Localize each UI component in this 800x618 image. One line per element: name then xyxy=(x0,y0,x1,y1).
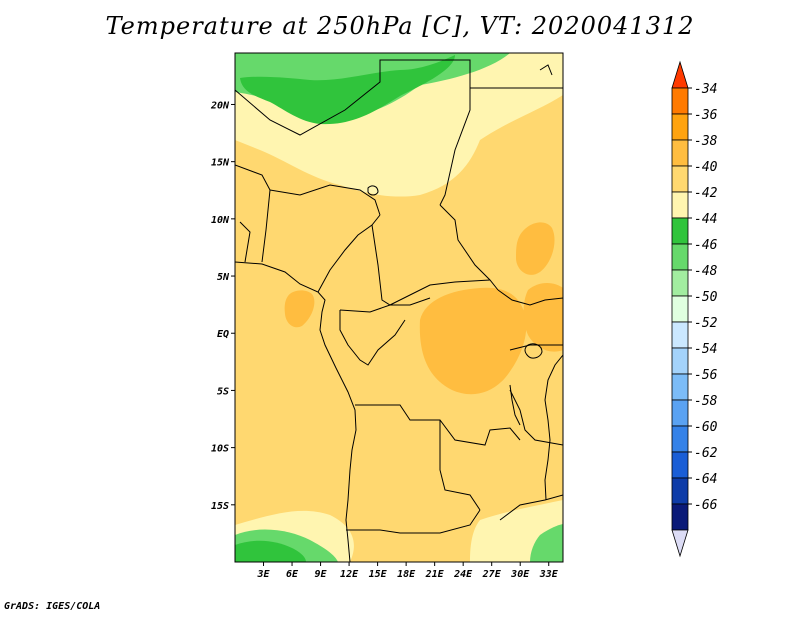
border-chad-east xyxy=(439,204,499,291)
border-car xyxy=(371,224,491,306)
colorbar-top-triangle xyxy=(671,60,689,89)
colorbar-swatch xyxy=(671,191,689,219)
field-patch-38-sudan xyxy=(516,222,555,275)
colorbar-label: -34 xyxy=(694,82,717,97)
border-drc-south xyxy=(355,404,521,446)
colorbar-label: -54 xyxy=(694,342,717,357)
border-west-africa-2 xyxy=(239,221,251,263)
lon-tick-label: 30E xyxy=(510,569,530,580)
field-patch-38-congo xyxy=(419,287,527,395)
colorbar-swatch xyxy=(671,165,689,193)
lat-tick-label: 10N xyxy=(211,215,230,226)
border-east-2 xyxy=(509,344,563,351)
field-band-44-north xyxy=(240,55,455,125)
colorbar-swatch xyxy=(671,139,689,167)
lon-tick-label: 3E xyxy=(256,569,270,580)
colorbar-label: -64 xyxy=(694,472,717,487)
field-patch-38-gulf xyxy=(284,290,315,328)
coastline-west xyxy=(235,261,357,562)
colorbar-swatch xyxy=(671,503,689,531)
colorbar-label: -48 xyxy=(694,264,718,279)
colorbar-swatch xyxy=(671,399,689,427)
field-band-46-southeast xyxy=(530,524,563,562)
colorbar-label: -50 xyxy=(694,290,718,305)
lat-tick-label: 15S xyxy=(211,501,229,512)
lat-tick-label: 5N xyxy=(217,272,230,283)
colorbar-label: -60 xyxy=(694,420,718,435)
border-se xyxy=(499,494,563,521)
lon-tick-label: 6E xyxy=(286,569,299,580)
lon-tick-label: 27E xyxy=(482,569,502,580)
colorbar-label: -46 xyxy=(694,238,718,253)
colorbar-label: -56 xyxy=(694,368,718,383)
lat-tick-label: 15N xyxy=(211,158,230,169)
border-angola-zambia xyxy=(439,420,481,511)
latitude-axis: 20N 15N 10N 5N EQ 5S 10S 15S xyxy=(210,100,235,512)
colorbar-label: -42 xyxy=(694,186,718,201)
lake-victoria xyxy=(524,343,543,359)
colorbar-swatch xyxy=(671,373,689,401)
lon-tick-label: 33E xyxy=(539,569,559,580)
lat-tick-label: 5S xyxy=(217,386,229,397)
colorbar-swatch xyxy=(671,425,689,453)
colorbar-label: -38 xyxy=(694,134,718,149)
colorbar-swatch xyxy=(671,113,689,141)
colorbar-swatch xyxy=(671,451,689,479)
field-patch-38-lakes xyxy=(523,283,563,352)
country-borders xyxy=(235,59,563,562)
temperature-field xyxy=(235,53,563,562)
border-drc-north xyxy=(339,297,431,313)
coastline-east xyxy=(544,354,563,501)
lon-tick-label: 12E xyxy=(340,569,359,580)
border-congo xyxy=(339,310,406,366)
border-namibia xyxy=(346,509,481,534)
lon-tick-label: 18E xyxy=(397,569,416,580)
colorbar-label: -44 xyxy=(694,212,717,227)
colorbar-label: -58 xyxy=(694,394,718,409)
border-nigeria-cameroon xyxy=(317,214,381,293)
colorbar-swatch xyxy=(671,295,689,323)
colorbar-swatch xyxy=(671,321,689,349)
nile-delta-edge xyxy=(539,64,553,76)
colorbar-label: -40 xyxy=(694,160,718,175)
border-sahara xyxy=(235,59,471,206)
colorbar-label: -62 xyxy=(694,446,718,461)
colorbar-label: -52 xyxy=(694,316,718,331)
longitude-axis: 3E 6E 9E 12E 15E 18E 21E 24E 27E 30E 33E xyxy=(256,562,559,580)
border-east-3 xyxy=(509,389,563,446)
grads-credit: GrADS: IGES/COLA xyxy=(4,601,101,612)
lat-tick-label: 10S xyxy=(211,444,229,455)
colorbar-swatch xyxy=(671,87,689,115)
lon-tick-label: 9E xyxy=(315,569,328,580)
colorbar: -34 -36 -38 -40 -42 -44 -46 -48 -50 -52 -54 -56 -58 -… xyxy=(671,60,718,558)
colorbar-swatch xyxy=(671,269,689,297)
lake-tanganyika xyxy=(509,384,521,426)
lat-tick-label: 20N xyxy=(210,100,230,111)
lon-tick-label: 21E xyxy=(425,569,445,580)
map-frame xyxy=(234,52,564,563)
border-west-africa-1 xyxy=(235,164,271,263)
map-title: Temperature at 250hPa [C], VT: 202004131… xyxy=(105,12,695,40)
colorbar-swatch xyxy=(671,477,689,505)
colorbar-swatch xyxy=(671,347,689,375)
lat-tick-label: EQ xyxy=(217,329,229,340)
colorbar-swatch xyxy=(671,243,689,271)
colorbar-label: -66 xyxy=(694,498,718,513)
border-east-1 xyxy=(497,289,563,306)
colorbar-swatch xyxy=(671,217,689,245)
field-band-44-south xyxy=(235,540,306,562)
colorbar-label: -36 xyxy=(694,108,718,123)
lake-chad xyxy=(367,185,379,196)
border-niger-nigeria xyxy=(269,184,381,216)
lon-tick-label: 15E xyxy=(369,569,388,580)
colorbar-bottom-triangle xyxy=(671,529,689,558)
lon-tick-label: 24E xyxy=(453,569,473,580)
